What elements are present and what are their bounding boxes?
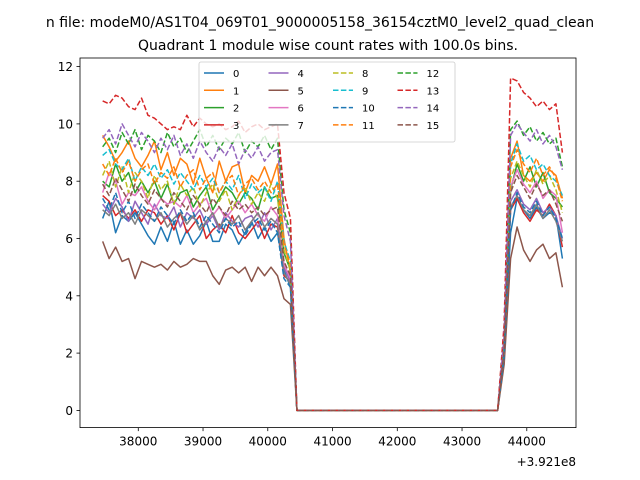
- x-tick-label: 39000: [184, 435, 222, 449]
- x-tick-label: 42000: [378, 435, 416, 449]
- legend-frame: [198, 61, 456, 143]
- y-axis: 0 2 4 6 8 10 12: [58, 60, 80, 418]
- y-tick-label: 4: [65, 289, 73, 303]
- legend-label-13: 13: [427, 86, 440, 97]
- plot-area: 38000 39000 40000 41000 42000 43000 44000 0 2 4 6…: [58, 57, 577, 449]
- y-tick-label: 6: [65, 232, 73, 246]
- x-axis: 38000 39000 40000 41000 42000 43000 44000: [119, 427, 546, 449]
- chart-title: Quadrant 1 module wise count rates with …: [138, 38, 518, 54]
- legend-label-15: 15: [427, 121, 440, 132]
- legend-label-7: 7: [298, 121, 304, 132]
- legend-label-1: 1: [233, 86, 239, 97]
- legend-label-14: 14: [427, 104, 440, 115]
- legend-label-10: 10: [362, 104, 375, 115]
- y-tick-label: 8: [65, 175, 73, 189]
- legend-label-5: 5: [298, 86, 304, 97]
- x-tick-label: 38000: [119, 435, 157, 449]
- y-tick-label: 10: [58, 117, 73, 131]
- legend-label-2: 2: [233, 104, 239, 115]
- axes-frame: [79, 57, 577, 429]
- legend-label-8: 8: [362, 69, 368, 80]
- y-tick-label: 0: [65, 404, 73, 418]
- legend-label-6: 6: [298, 104, 304, 115]
- x-tick-label: 44000: [508, 435, 546, 449]
- legend-label-4: 4: [298, 69, 304, 80]
- figure-suptitle: n file: modeM0/AS1T04_069T01_9000005158_…: [46, 15, 594, 31]
- series-line-15: [102, 174, 564, 412]
- x-tick-label: 40000: [249, 435, 287, 449]
- series-group: [101, 77, 564, 412]
- x-axis-offset-label: +3.921e8: [517, 455, 576, 469]
- legend-label-3: 3: [233, 121, 239, 132]
- y-tick-label: 2: [65, 347, 73, 361]
- x-tick-label: 41000: [313, 435, 351, 449]
- y-tick-label: 12: [58, 60, 73, 74]
- legend-label-9: 9: [362, 86, 368, 97]
- legend-label-12: 12: [427, 69, 440, 80]
- axes-spines: [79, 57, 577, 429]
- x-tick-label: 43000: [443, 435, 481, 449]
- legend-label-11: 11: [362, 121, 375, 132]
- legend-label-0: 0: [233, 69, 239, 80]
